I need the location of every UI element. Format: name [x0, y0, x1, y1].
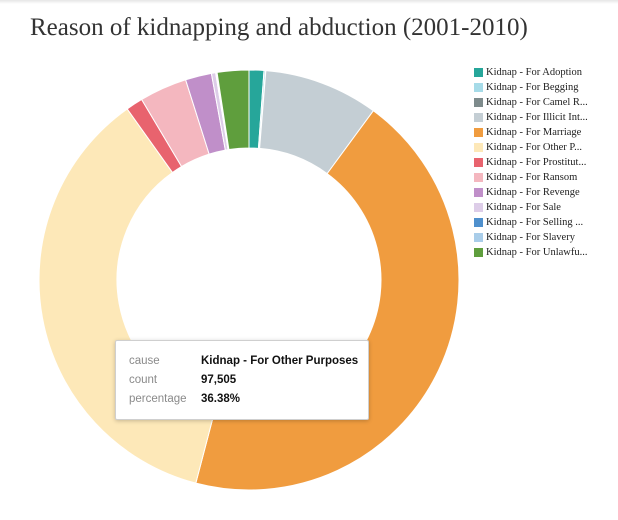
legend-swatch	[474, 248, 483, 257]
pie-slice-kidnap-for-unlawfu[interactable]	[216, 69, 250, 151]
legend-label: Kidnap - For Illicit Int...	[486, 112, 588, 123]
legend-item-kidnap-for-prostitut[interactable]: Kidnap - For Prostitut...	[474, 155, 588, 170]
legend-swatch	[474, 218, 483, 227]
legend-swatch	[474, 158, 483, 167]
pie-slice-kidnap-for-marriage[interactable]	[195, 110, 460, 491]
chart-title: Reason of kidnapping and abduction (2001…	[30, 14, 528, 41]
legend-swatch	[474, 173, 483, 182]
legend-swatch	[474, 143, 483, 152]
legend-label: Kidnap - For Sale	[486, 202, 561, 213]
legend-swatch	[474, 128, 483, 137]
top-shadow	[0, 0, 618, 4]
legend-item-kidnap-for-unlawfu[interactable]: Kidnap - For Unlawfu...	[474, 245, 588, 260]
tooltip-percentage-label: percentage	[129, 393, 187, 405]
legend-item-kidnap-for-ransom[interactable]: Kidnap - For Ransom	[474, 170, 588, 185]
legend-label: Kidnap - For Unlawfu...	[486, 247, 588, 258]
legend-swatch	[474, 203, 483, 212]
legend-item-kidnap-for-other-p[interactable]: Kidnap - For Other P...	[474, 140, 588, 155]
legend-item-kidnap-for-selling[interactable]: Kidnap - For Selling ...	[474, 215, 588, 230]
legend-label: Kidnap - For Adoption	[486, 67, 582, 78]
legend-label: Kidnap - For Prostitut...	[486, 157, 587, 168]
tooltip-count-label: count	[129, 374, 158, 386]
legend-item-kidnap-for-camel-r[interactable]: Kidnap - For Camel R...	[474, 95, 588, 110]
legend-item-kidnap-for-marriage[interactable]: Kidnap - For Marriage	[474, 125, 588, 140]
legend-label: Kidnap - For Revenge	[486, 187, 580, 198]
legend-label: Kidnap - For Camel R...	[486, 97, 588, 108]
legend-swatch	[474, 83, 483, 92]
tooltip-count-value: 97,505	[201, 374, 237, 386]
legend-item-kidnap-for-slavery[interactable]: Kidnap - For Slavery	[474, 230, 588, 245]
tooltip-cause-value: Kidnap - For Other Purposes	[201, 355, 359, 367]
legend-swatch	[474, 113, 483, 122]
legend-label: Kidnap - For Selling ...	[486, 217, 584, 228]
legend-item-kidnap-for-sale[interactable]: Kidnap - For Sale	[474, 200, 588, 215]
legend-label: Kidnap - For Begging	[486, 82, 579, 93]
legend-item-kidnap-for-revenge[interactable]: Kidnap - For Revenge	[474, 185, 588, 200]
legend-label: Kidnap - For Slavery	[486, 232, 575, 243]
pie-slice-kidnap-for-other-p[interactable]	[38, 108, 217, 484]
tooltip: cause Kidnap - For Other Purposes count …	[115, 340, 369, 420]
legend-label: Kidnap - For Marriage	[486, 127, 582, 138]
tooltip-cause-label: cause	[129, 355, 160, 367]
legend: Kidnap - For Adoption Kidnap - For Beggin…	[474, 65, 588, 260]
tooltip-count-row: count 97,505	[116, 374, 368, 392]
legend-label: Kidnap - For Other P...	[486, 142, 582, 153]
legend-swatch	[474, 98, 483, 107]
legend-swatch	[474, 68, 483, 77]
legend-swatch	[474, 233, 483, 242]
legend-label: Kidnap - For Ransom	[486, 172, 578, 183]
tooltip-percentage-row: percentage 36.38%	[116, 393, 368, 411]
legend-item-kidnap-for-begging[interactable]: Kidnap - For Begging	[474, 80, 588, 95]
legend-item-kidnap-for-adoption[interactable]: Kidnap - For Adoption	[474, 65, 588, 80]
legend-item-kidnap-for-illicit-int[interactable]: Kidnap - For Illicit Int...	[474, 110, 588, 125]
tooltip-cause-row: cause Kidnap - For Other Purposes	[116, 355, 368, 373]
legend-swatch	[474, 188, 483, 197]
tooltip-percentage-value: 36.38%	[201, 393, 241, 405]
